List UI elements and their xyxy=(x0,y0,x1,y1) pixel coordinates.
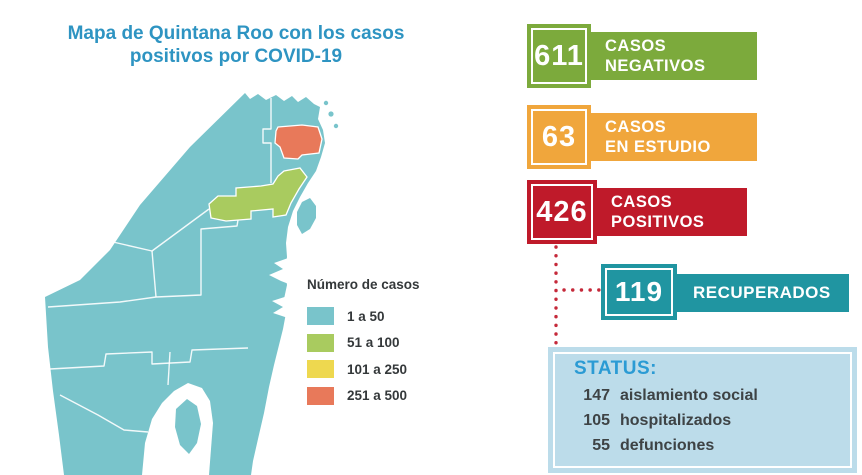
map-islet-3 xyxy=(333,123,339,129)
legend-swatch-yellow xyxy=(307,360,334,379)
status-isolation-label: aislamiento social xyxy=(620,387,758,404)
stat-recovered-value: 119 xyxy=(614,276,664,307)
page-title-line2: positivos por COVID-19 xyxy=(129,46,343,67)
stat-recovered: 119 RECUPERADOS xyxy=(601,264,849,320)
stat-positive-value-badge: 426 xyxy=(527,180,597,244)
legend-swatch-teal xyxy=(307,307,334,326)
status-content: STATUS: 147 aislamiento social 105 hospi… xyxy=(574,358,758,458)
map-cozumel-island xyxy=(297,198,316,234)
status-isolation-value: 147 xyxy=(583,387,610,404)
legend-label: 251 a 500 xyxy=(347,388,408,404)
stat-negative-value: 611 xyxy=(534,39,584,72)
page-title-line1: Mapa de Quintana Roo con los casos xyxy=(67,23,405,44)
stat-negative-label: CASOS NEGATIVOS xyxy=(591,32,757,80)
map-legend: Número de casos 1 a 50 51 a 100 101 a 25… xyxy=(307,277,420,409)
stat-label-line: NEGATIVOS xyxy=(605,57,706,75)
map-lagoon-island xyxy=(175,399,201,454)
map-bay-ascension xyxy=(269,256,294,286)
status-title: STATUS: xyxy=(574,358,658,379)
stat-label-line: EN ESTUDIO xyxy=(605,138,711,156)
status-deaths-value: 55 xyxy=(592,437,610,454)
map-region-251-500 xyxy=(274,124,323,160)
page-title: Mapa de Quintana Roo con los casos posit… xyxy=(52,22,420,68)
stat-recovered-label: RECUPERADOS xyxy=(677,274,849,312)
stat-under-study-cases: 63 CASOS EN ESTUDIO xyxy=(527,105,757,169)
status-box: STATUS: 147 aislamiento social 105 hospi… xyxy=(548,347,857,473)
stat-under-study-value: 63 xyxy=(541,120,577,153)
stat-label-line: CASOS xyxy=(605,118,667,136)
map-islet-1 xyxy=(323,100,329,106)
legend-item-51-100: 51 a 100 xyxy=(307,330,420,357)
legend-label: 51 a 100 xyxy=(347,335,400,351)
status-hospitalized-label: hospitalizados xyxy=(620,412,732,429)
quintana-roo-map xyxy=(45,93,339,475)
legend-label: 101 a 250 xyxy=(347,361,408,377)
stat-label-line: CASOS xyxy=(605,37,667,55)
stat-recovered-value-badge: 119 xyxy=(601,264,677,320)
stat-negative-cases: 611 CASOS NEGATIVOS xyxy=(527,24,757,88)
legend-title: Número de casos xyxy=(307,277,420,292)
stat-positive-cases: 426 CASOS POSITIVOS xyxy=(527,180,747,244)
stat-positive-value: 426 xyxy=(536,195,588,228)
status-hospitalized-value: 105 xyxy=(583,412,610,429)
legend-item-1-50: 1 a 50 xyxy=(307,303,420,330)
legend-swatch-green xyxy=(307,333,334,352)
legend-item-251-500: 251 a 500 xyxy=(307,383,420,410)
map-islet-2 xyxy=(328,111,334,117)
map-region-51-100 xyxy=(208,167,308,222)
stat-label-line: POSITIVOS xyxy=(611,213,705,231)
status-list: 147 aislamiento social 105 hospitalizado… xyxy=(574,383,758,458)
stat-under-study-value-badge: 63 xyxy=(527,105,591,169)
map-bay-espiritu-santo xyxy=(272,294,294,320)
legend-swatch-orange xyxy=(307,386,334,405)
dotted-connector xyxy=(554,245,602,349)
map-municipal-boundaries xyxy=(47,98,272,433)
status-deaths-label: defunciones xyxy=(620,437,715,454)
stat-negative-value-badge: 611 xyxy=(527,24,591,88)
stat-label-line: CASOS xyxy=(611,193,673,211)
stat-positive-label: CASOS POSITIVOS xyxy=(597,188,747,236)
legend-item-101-250: 101 a 250 xyxy=(307,356,420,383)
legend-label: 1 a 50 xyxy=(347,308,385,324)
stat-under-study-label: CASOS EN ESTUDIO xyxy=(591,113,757,161)
